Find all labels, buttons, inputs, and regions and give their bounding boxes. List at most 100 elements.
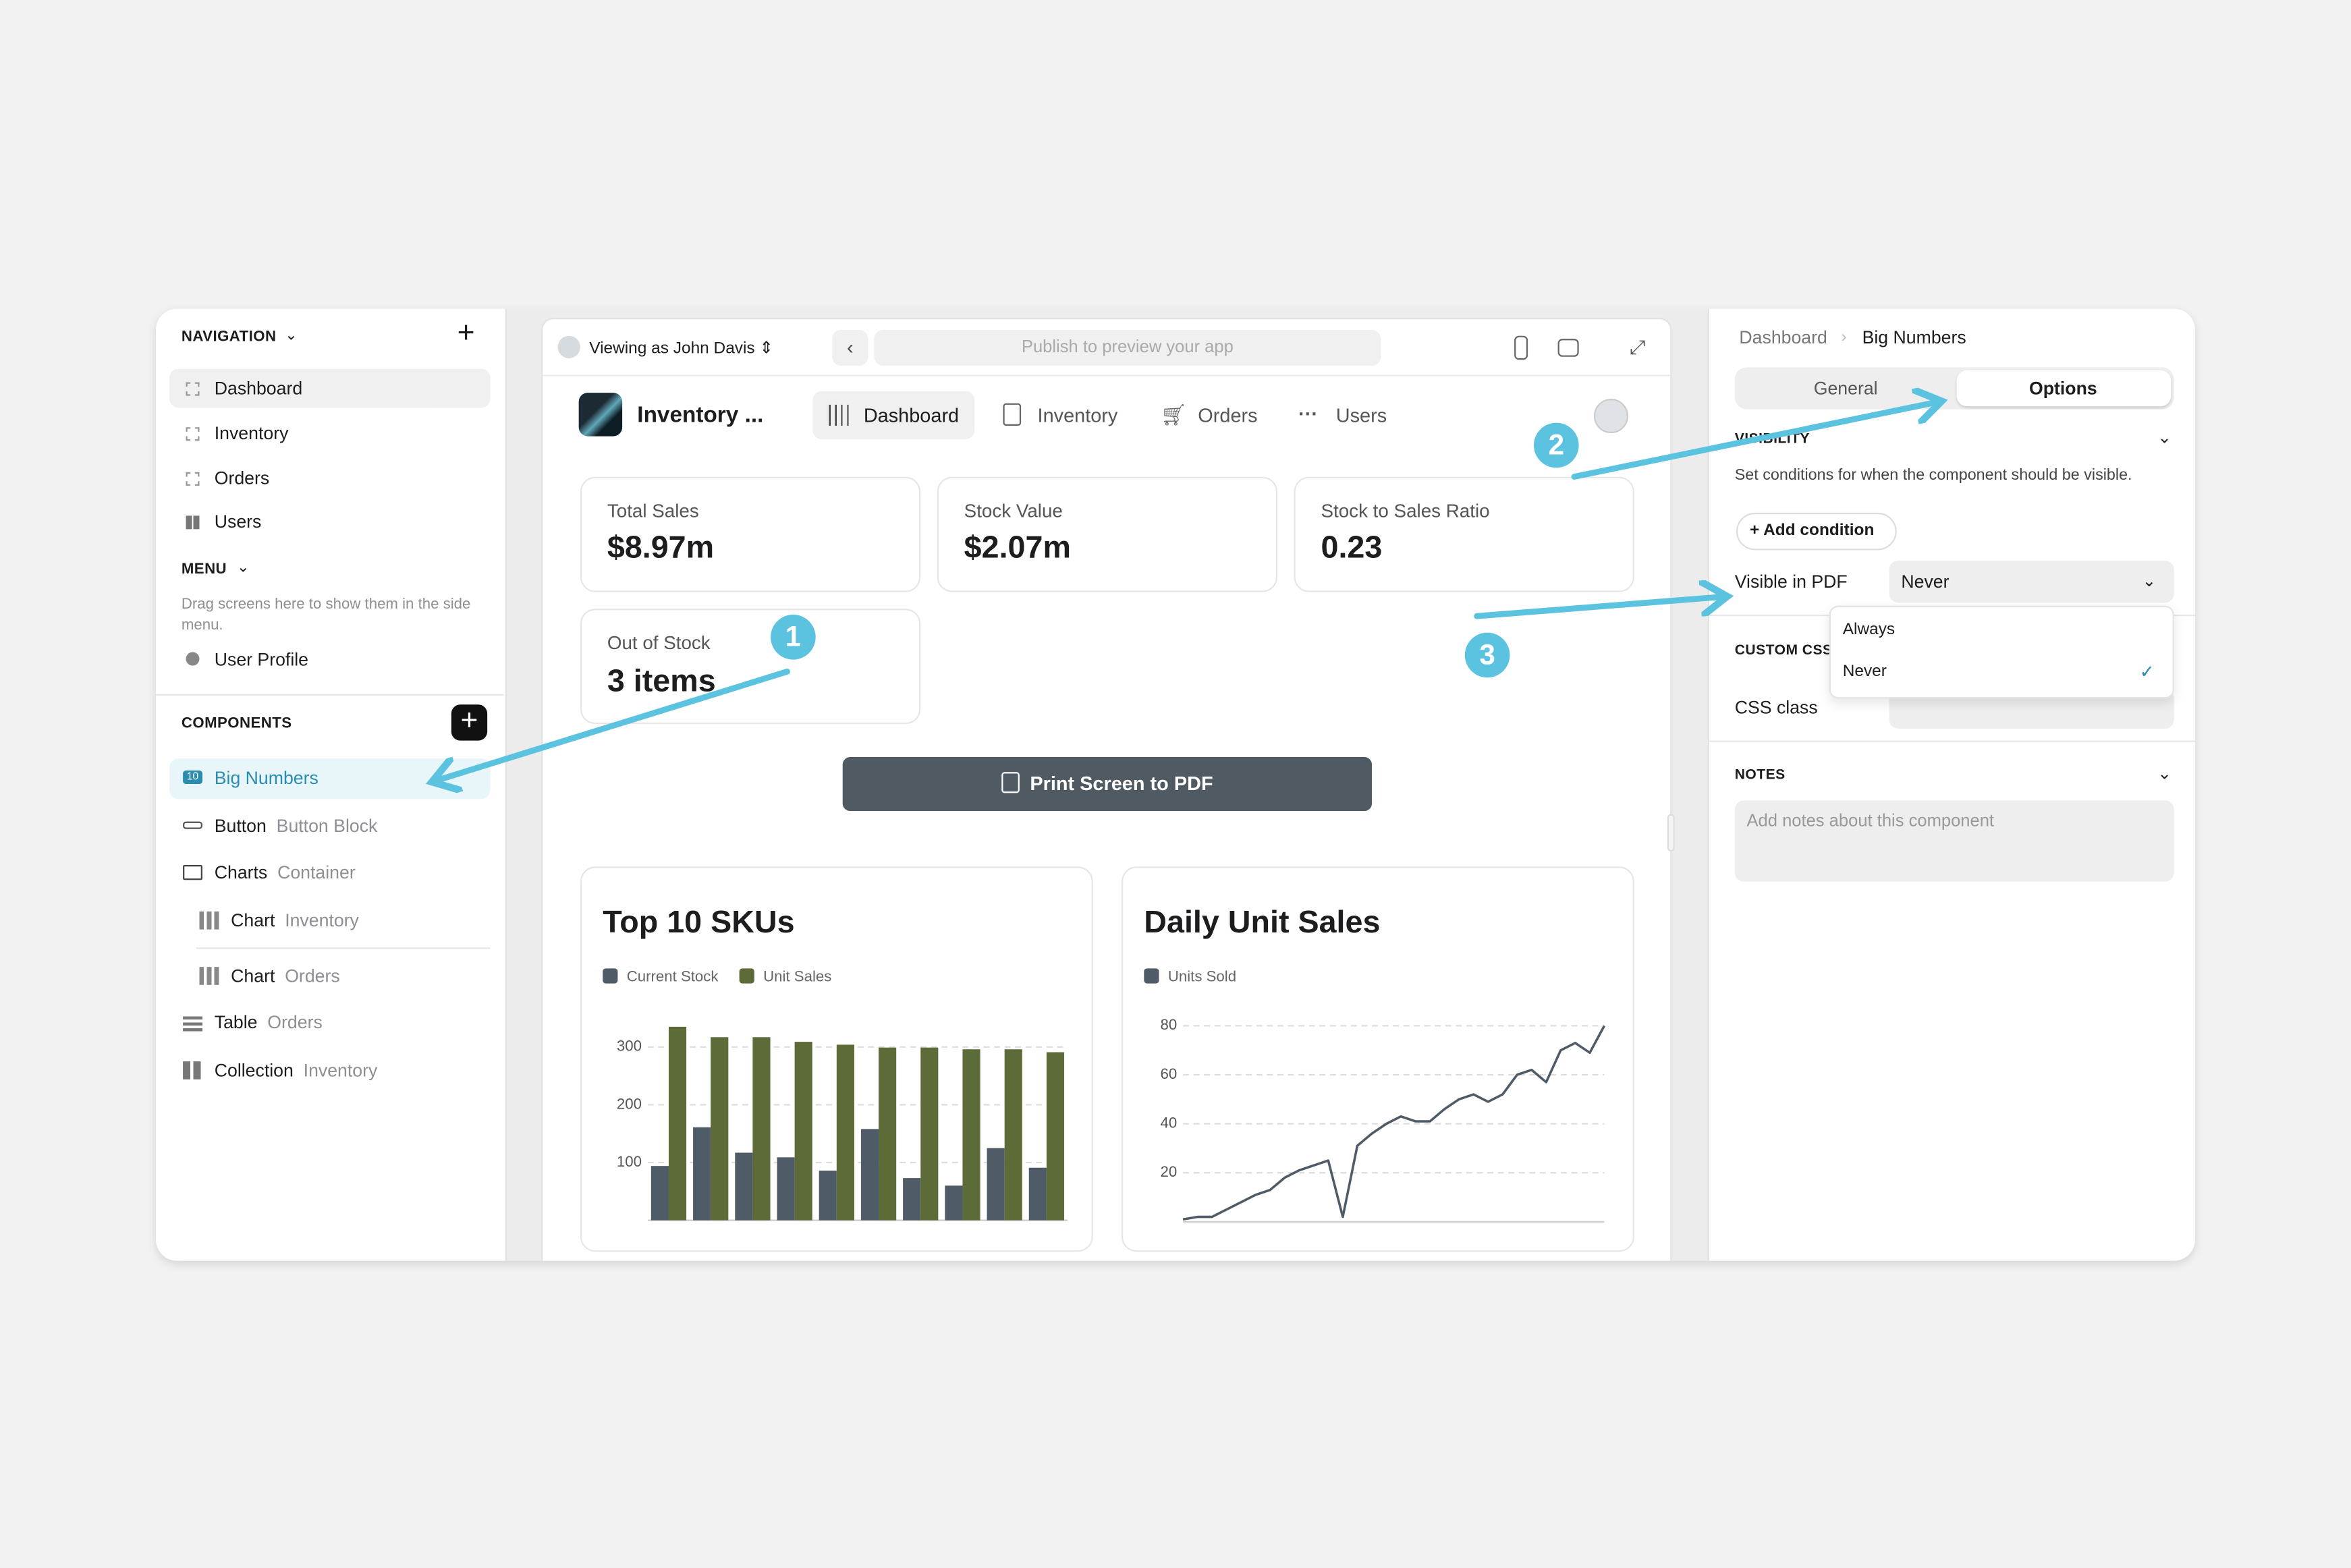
bar <box>711 1037 729 1221</box>
chevron[interactable]: ⌄ <box>2157 765 2172 783</box>
bar <box>735 1152 753 1221</box>
select-value: Never <box>1901 571 1949 592</box>
component-name: Chart <box>231 965 275 987</box>
chart-title: Top 10 SKUs <box>603 905 795 941</box>
print-button[interactable]: Print Screen to PDF <box>842 757 1373 812</box>
nav-item[interactable]: Users <box>214 511 262 532</box>
bar <box>836 1044 854 1221</box>
field-label: CSS class <box>1734 697 1818 719</box>
component-detail: Container <box>277 862 356 883</box>
component-item[interactable]: Table Orders <box>215 1012 323 1033</box>
section-title: CUSTOM CSS <box>1734 642 1833 659</box>
app-logo <box>578 393 623 437</box>
arrow <box>1571 401 1939 480</box>
app-tab[interactable]: Orders <box>1198 403 1258 427</box>
y-tick-label: 60 <box>1160 1065 1177 1082</box>
resize-handle[interactable] <box>1667 814 1675 852</box>
big-number-card[interactable] <box>580 476 921 592</box>
component-item[interactable]: Charts Container <box>215 862 356 883</box>
dropdown-option[interactable]: Always <box>1842 620 1896 639</box>
panel-tab[interactable]: Options <box>2028 377 2097 399</box>
component-icon <box>183 1013 202 1032</box>
y-tick-label: 80 <box>1160 1016 1177 1033</box>
bar <box>668 1026 687 1221</box>
chevron: ⌄ <box>285 327 298 344</box>
menu-title[interactable]: MENU <box>181 561 227 578</box>
divider <box>156 694 504 696</box>
bar <box>1028 1167 1047 1221</box>
component-item[interactable]: Chart Inventory <box>231 910 359 931</box>
bar <box>903 1178 921 1221</box>
print-button-label: Print Screen to PDF <box>1030 772 1213 795</box>
component-icon: 10 <box>183 771 202 785</box>
nav-title[interactable]: NAVIGATION <box>181 329 277 346</box>
big-number-label: Stock to Sales Ratio <box>1321 501 1490 522</box>
big-number-label: Stock Value <box>964 501 1063 522</box>
avatar <box>557 335 580 359</box>
screen-icon <box>186 472 200 486</box>
field-label: Visible in PDF <box>1734 571 1848 592</box>
screen-icon <box>186 382 200 396</box>
y-tick-label: 100 <box>617 1153 642 1170</box>
back-button[interactable]: ‹ <box>832 329 868 366</box>
big-number-label: Out of Stock <box>607 632 711 654</box>
viewing-as[interactable]: Viewing as John Davis ⇕ <box>589 339 773 358</box>
tablet-view[interactable] <box>1557 339 1579 357</box>
bar <box>1004 1049 1022 1221</box>
section-title: NOTES <box>1734 766 1786 783</box>
legend-swatch <box>739 968 754 984</box>
add-component[interactable]: + <box>451 704 488 741</box>
app-tab[interactable]: Dashboard <box>863 403 960 427</box>
menu-item[interactable]: User Profile <box>214 649 309 671</box>
chart-title: Daily Unit Sales <box>1144 905 1381 941</box>
component-item[interactable]: Big Numbers <box>214 767 319 789</box>
notes-input[interactable]: Add notes about this component <box>1734 800 2174 882</box>
add-condition[interactable]: + Add condition <box>1736 512 1897 551</box>
legend-swatch <box>603 968 618 984</box>
bar <box>752 1037 771 1221</box>
tab-icon: ··· <box>1298 402 1319 425</box>
user-avatar[interactable] <box>1593 399 1628 434</box>
big-number-card[interactable] <box>937 476 1278 592</box>
component-item[interactable]: Button Button Block <box>215 816 378 837</box>
nav-item[interactable]: Inventory <box>214 422 289 444</box>
bar <box>819 1171 837 1221</box>
badge <box>771 614 816 660</box>
component-detail: Button Block <box>276 815 378 837</box>
chevron[interactable]: ⌄ <box>2157 429 2172 448</box>
big-number-value: 0.23 <box>1321 530 1383 565</box>
badge-number: 1 <box>785 621 801 652</box>
divider <box>196 947 491 949</box>
app-tab[interactable]: Inventory <box>1037 403 1118 427</box>
arrow <box>1474 596 1725 619</box>
bar <box>962 1049 980 1221</box>
nav-item[interactable]: Dashboard <box>214 377 303 399</box>
panel-tab[interactable]: General <box>1813 377 1878 399</box>
visibility-hint: Set conditions for when the component sh… <box>1734 466 2132 484</box>
legend-label: Unit Sales <box>763 968 831 985</box>
tab-icon <box>1003 403 1022 426</box>
nav-item[interactable]: Orders <box>214 468 270 489</box>
breadcrumb-item[interactable]: Dashboard <box>1739 327 1827 348</box>
breadcrumb-sep: › <box>1841 328 1847 347</box>
tab-icon <box>827 404 849 426</box>
component-item[interactable]: Collection Inventory <box>215 1060 378 1081</box>
legend-label: Current Stock <box>627 968 719 985</box>
badge-number: 3 <box>1479 638 1495 670</box>
component-item[interactable]: Chart Orders <box>231 965 340 986</box>
bar <box>879 1047 897 1221</box>
big-number-card[interactable] <box>1294 476 1634 592</box>
chevron: ⌄ <box>237 559 250 577</box>
big-number-card[interactable] <box>580 609 921 725</box>
legend-swatch <box>1144 968 1159 984</box>
component-detail: Orders <box>267 1011 323 1033</box>
select[interactable]: Never ⌄ <box>1889 560 2174 603</box>
app-tab[interactable]: Users <box>1335 403 1387 427</box>
add-screen[interactable]: + <box>457 316 475 350</box>
big-number-value: 3 items <box>607 664 716 699</box>
expand[interactable]: ⤢ <box>1630 335 1646 359</box>
component-name: Collection <box>214 1059 294 1081</box>
print-icon <box>1001 772 1020 793</box>
dropdown-option[interactable]: Never <box>1842 663 1887 681</box>
mobile-view[interactable] <box>1514 335 1528 360</box>
